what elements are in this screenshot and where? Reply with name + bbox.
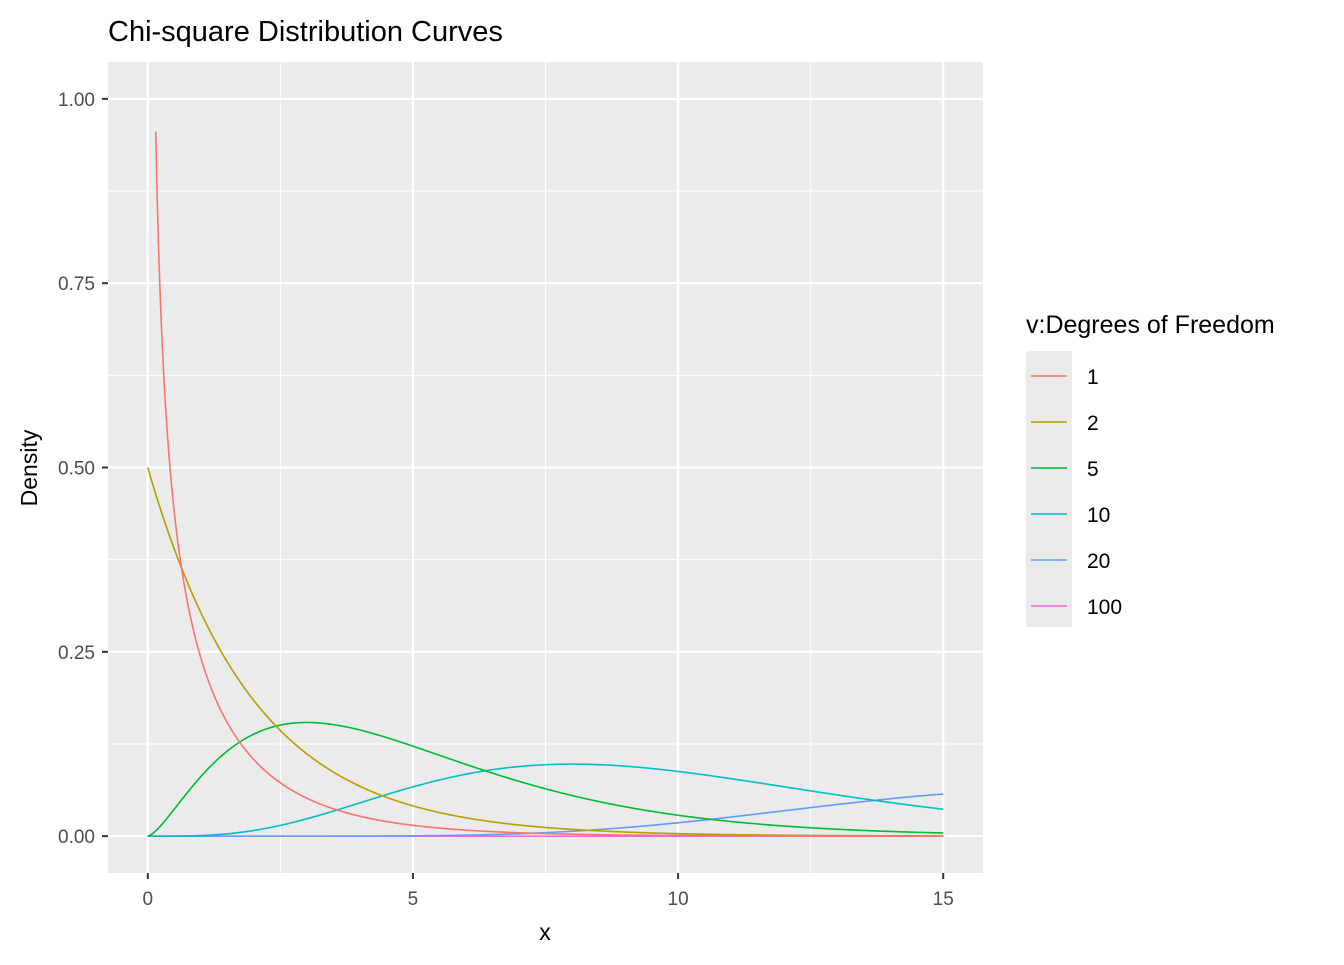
legend-label-df-100: 100 [1087, 596, 1122, 619]
legend-keys-background [1026, 351, 1072, 627]
legend-label-df-20: 20 [1087, 550, 1110, 573]
y-tick-label: 1.00 [58, 90, 95, 111]
series-lines [147, 131, 944, 837]
y-axis-title: Density [16, 429, 42, 506]
series-line-df-5 [147, 721, 944, 837]
legend-label-df-1: 1 [1087, 366, 1099, 389]
y-tick-label: 0.25 [58, 643, 95, 664]
x-axis-title: x [539, 919, 551, 945]
legend-label-df-2: 2 [1087, 412, 1099, 435]
series-line-df-20 [147, 793, 944, 837]
y-tick-label: 0.50 [58, 459, 95, 480]
x-tick-label: 0 [142, 889, 153, 910]
x-tick-label: 10 [668, 889, 689, 910]
legend-label-df-5: 5 [1087, 458, 1099, 481]
y-tick-label: 0.75 [58, 274, 95, 295]
y-axis: 0.00 0.25 0.50 0.75 1.00 [58, 90, 108, 848]
series-line-df-10 [147, 763, 944, 837]
legend-label-df-10: 10 [1087, 504, 1110, 527]
x-tick-label: 15 [933, 889, 954, 910]
legend-items: 1 2 5 10 20 100 [1031, 366, 1122, 619]
legend: v:Degrees of Freedom 1 2 5 10 20 100 [1026, 311, 1275, 627]
chart-title: Chi-square Distribution Curves [108, 16, 503, 48]
major-gridlines [108, 62, 983, 873]
x-tick-label: 5 [408, 889, 419, 910]
x-axis: 0 5 10 15 [142, 873, 954, 910]
y-tick-label: 0.00 [58, 827, 95, 848]
legend-title: v:Degrees of Freedom [1026, 311, 1275, 339]
series-line-df-1 [154, 131, 944, 837]
